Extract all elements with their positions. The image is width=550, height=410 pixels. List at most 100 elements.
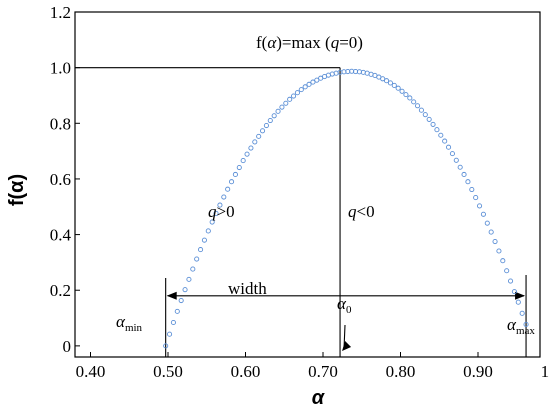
data-point [201,237,207,243]
data-point [418,107,424,113]
data-point [271,113,277,119]
data-point [170,319,176,326]
width-arrow-left-head [166,291,177,300]
data-point [411,99,417,105]
data-point [190,266,196,272]
y-tick-label: 1.2 [50,3,71,22]
alpha-zero-pointer-head [342,341,352,351]
data-point [197,247,204,253]
data-point [178,297,184,304]
x-tick-label: 0.70 [308,362,338,381]
data-point [209,219,215,225]
data-point [480,211,486,217]
data-point [244,151,250,157]
data-point [205,228,211,234]
data-point [221,194,227,200]
data-point [163,343,169,349]
x-tick-label: 0.60 [231,362,261,381]
data-point [492,238,498,245]
data-point [267,117,273,124]
data-point [252,139,258,145]
q-negative-label: q<0 [348,202,375,221]
y-tick-label: 1.0 [50,59,71,78]
x-tick-label: 0.90 [463,362,493,381]
plot-frame [74,11,541,358]
y-tick-label: 0.6 [50,170,71,189]
annotation-lines [75,67,527,357]
data-point [399,88,405,94]
q-positive-label: q>0 [208,202,235,221]
data-point [496,248,502,254]
x-tick-label: 0.50 [153,362,183,381]
max-annotation: f(α)=max (q=0) [256,33,363,52]
data-point [279,104,285,110]
data-point [457,164,463,170]
width-arrow-right-head [515,291,526,300]
data-point [484,220,490,226]
data-point [453,157,459,163]
data-point [414,103,421,109]
data-point [166,331,173,337]
width-label: width [228,279,267,298]
data-point [283,100,289,106]
data-point [500,258,506,264]
data-point [395,85,401,91]
data-point [383,78,390,84]
alpha-min-label: αmin [116,312,143,334]
data-point [302,84,308,90]
data-point [426,116,432,122]
data-point [213,210,219,216]
data-point [469,186,475,193]
data-point [449,151,455,157]
data-point [225,186,231,192]
x-tick-label: 1.00 [541,362,550,381]
data-point [461,171,467,178]
alpha-zero-label: α0 [337,294,352,316]
data-point [256,133,262,139]
data-point [248,145,254,151]
data-point [294,90,300,96]
data-point [445,144,452,150]
data-point [523,321,529,328]
data-point [287,96,293,102]
data-point [403,92,409,98]
data-point [430,121,436,127]
alpha-max-label: αmax [507,315,535,337]
data-point [182,287,188,293]
data-point [380,76,386,82]
data-point [422,112,428,118]
data-point [515,299,521,305]
data-point [263,122,269,129]
data-point [240,158,246,164]
x-axis-title: α [312,387,326,409]
data-point [310,79,316,85]
y-tick-label: 0 [63,337,72,356]
data-series [163,68,529,349]
data-point [228,179,235,185]
y-axis-ticks: 0 0.2 0.4 0.6 0.8 1.0 1.2 [50,3,80,356]
data-point [217,202,223,208]
data-point [236,164,242,171]
data-point [275,108,281,114]
data-point [232,171,238,178]
x-tick-label: 0.80 [386,362,416,381]
data-point [519,310,525,316]
data-point [387,80,393,86]
data-point [504,268,510,274]
x-tick-label: 0.40 [76,362,106,381]
y-tick-label: 0.2 [50,281,71,300]
data-point [194,256,200,262]
data-point [465,179,471,185]
data-point [306,81,312,87]
data-point [511,289,517,295]
data-point [407,95,413,101]
y-axis-title: f(α) [6,174,28,206]
data-point [290,93,297,99]
data-point [314,77,320,83]
data-point [391,82,397,88]
data-point [438,132,444,138]
y-tick-label: 0.4 [50,226,72,245]
data-point [259,128,266,134]
data-point [488,229,494,235]
